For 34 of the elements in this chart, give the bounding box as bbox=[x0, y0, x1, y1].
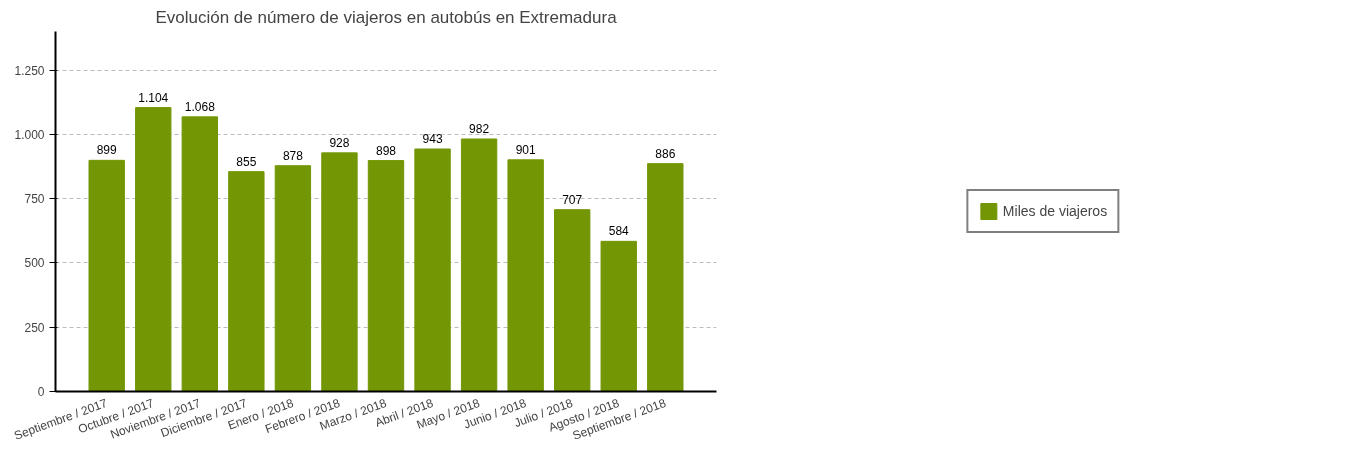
y-tick-label: 250 bbox=[24, 320, 45, 335]
bar bbox=[228, 171, 265, 392]
y-tick-label: 750 bbox=[24, 192, 45, 207]
y-tick-label: 1.000 bbox=[14, 127, 45, 142]
legend-label: Miles de viajeros bbox=[1002, 203, 1108, 219]
data-label: 886 bbox=[655, 146, 676, 161]
bar bbox=[321, 152, 358, 392]
y-tick-label: 500 bbox=[24, 256, 45, 271]
bar bbox=[181, 116, 218, 392]
bar bbox=[600, 240, 637, 392]
data-label: 898 bbox=[375, 143, 397, 158]
data-label: 1.104 bbox=[138, 90, 169, 105]
data-label: 1.068 bbox=[184, 99, 216, 114]
chart-title: Evolución de número de viajeros en autobús en Extremadura bbox=[155, 7, 618, 27]
data-label: 982 bbox=[469, 121, 490, 136]
y-tick-label: 1.250 bbox=[14, 63, 45, 78]
data-label: 901 bbox=[515, 142, 536, 157]
data-label: 707 bbox=[562, 192, 583, 207]
bar bbox=[274, 165, 312, 392]
bar bbox=[507, 159, 544, 392]
bar bbox=[647, 163, 684, 392]
bar bbox=[460, 138, 498, 392]
data-label: 855 bbox=[236, 154, 257, 169]
data-label: 878 bbox=[282, 148, 304, 163]
bar bbox=[554, 209, 591, 392]
data-label: 899 bbox=[96, 143, 118, 158]
data-label: 943 bbox=[422, 132, 443, 147]
y-tick-label: 0 bbox=[37, 385, 45, 399]
bar bbox=[88, 159, 125, 392]
bar bbox=[414, 148, 451, 392]
data-label: 584 bbox=[608, 224, 630, 239]
bar bbox=[367, 160, 405, 392]
bar bbox=[135, 107, 172, 392]
data-label: 928 bbox=[329, 135, 350, 150]
